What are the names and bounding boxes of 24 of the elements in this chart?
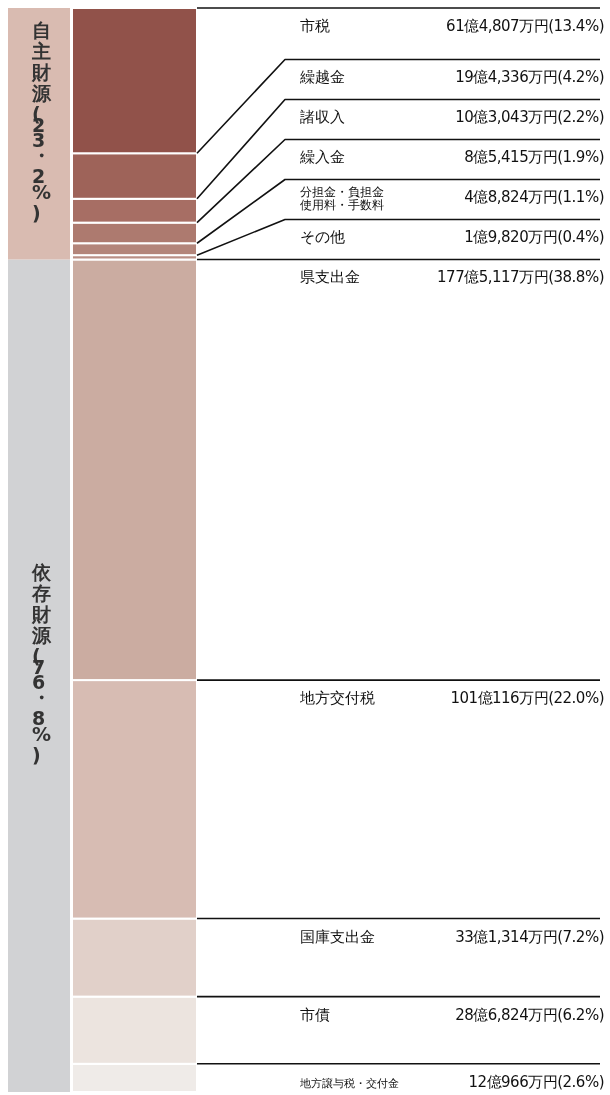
text: 国庫支出金 <box>300 927 375 946</box>
data-label: 33億1,314万円(7.2%) <box>455 927 604 946</box>
data-label: 61億4,807万円(13.4%) <box>446 17 604 35</box>
data-label: 177億5,117万円(38.8%) <box>437 268 604 287</box>
text: 分担金・負担金使用料・手数料 <box>300 185 384 213</box>
data-label: 10億3,043万円(2.2%) <box>455 108 604 127</box>
data-label: 12億966万円(2.6%) <box>468 1072 604 1091</box>
data-label: 101億116万円(22.0%) <box>450 689 604 708</box>
text: 市債 <box>300 1005 330 1024</box>
text: 市税 <box>300 17 330 35</box>
text: 繰越金 <box>299 68 345 87</box>
text: 依存財源(76・8%) <box>31 561 54 766</box>
data-label: 4億8,824万円(1.1%) <box>464 188 604 207</box>
text: 地方譲与税・交付金 <box>299 1076 399 1090</box>
text: 繰入金 <box>299 148 345 167</box>
data-label: 19億4,336万円(4.2%) <box>455 68 604 87</box>
data-label: 1億9,820万円(0.4%) <box>464 228 604 247</box>
text: 自主財源(23・2%) <box>31 19 54 224</box>
text: 地方交付税 <box>299 689 375 708</box>
data-label: 28億6,824万円(6.2%) <box>455 1005 604 1024</box>
text: その他 <box>300 228 345 247</box>
text: 諸収入 <box>300 108 345 127</box>
text: 県支出金 <box>300 268 360 287</box>
data-label: 8億5,415万円(1.9%) <box>464 148 604 167</box>
